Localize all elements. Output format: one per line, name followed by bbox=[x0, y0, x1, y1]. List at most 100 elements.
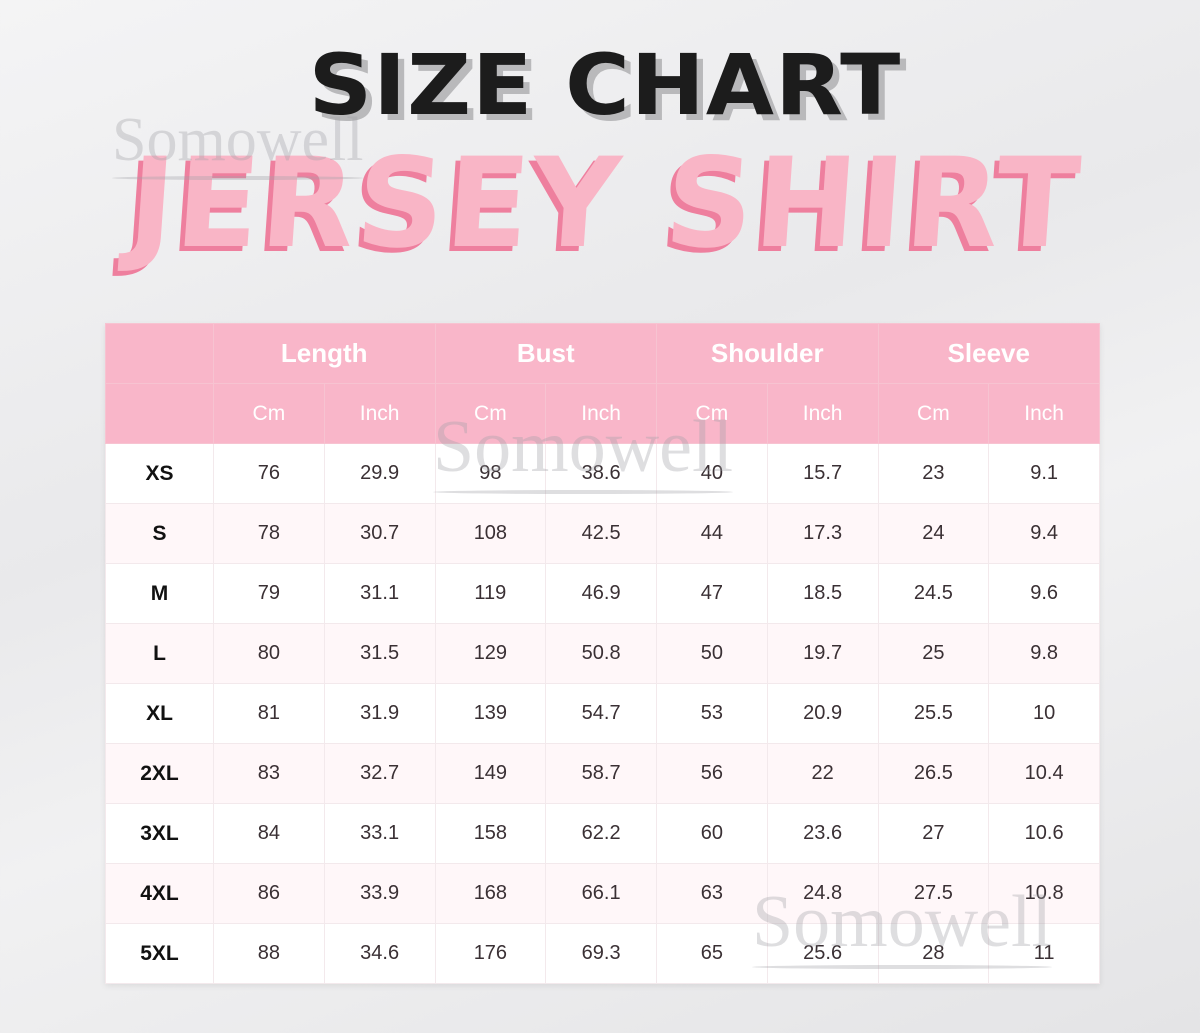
measurement-cell: 31.9 bbox=[323, 683, 436, 744]
size-label: S bbox=[105, 503, 214, 564]
measurement-cell: 54.7 bbox=[545, 683, 657, 744]
table-row: 2XL 83 32.7 149 58.7 56 22 26.5 10.4 bbox=[105, 743, 1100, 804]
measurement-cell: 18.5 bbox=[766, 563, 879, 624]
measurement-cell: 25 bbox=[877, 623, 990, 684]
measurement-cell: 50.8 bbox=[545, 623, 657, 684]
measurement-cell: 24.8 bbox=[766, 863, 879, 924]
measurement-cell: 42.5 bbox=[545, 503, 657, 564]
unit-header: Inch bbox=[545, 383, 657, 444]
measurement-cell: 10.8 bbox=[988, 863, 1100, 924]
measurement-cell: 22 bbox=[766, 743, 879, 804]
measurement-cell: 83 bbox=[213, 743, 325, 804]
measurement-cell: 38.6 bbox=[545, 443, 657, 504]
measurement-cell: 9.1 bbox=[988, 443, 1100, 504]
size-label: 4XL bbox=[105, 863, 214, 924]
size-label: XS bbox=[105, 443, 214, 504]
measurement-cell: 176 bbox=[434, 923, 547, 984]
measurement-cell: 27.5 bbox=[877, 863, 990, 924]
table-row: 4XL 86 33.9 168 66.1 63 24.8 27.5 10.8 bbox=[105, 863, 1100, 924]
measurement-cell: 23.6 bbox=[766, 803, 879, 864]
measurement-cell: 30.7 bbox=[323, 503, 436, 564]
unit-header: Cm bbox=[213, 383, 325, 444]
measurement-cell: 76 bbox=[213, 443, 325, 504]
measurement-cell: 25.6 bbox=[766, 923, 879, 984]
measurement-cell: 60 bbox=[656, 803, 768, 864]
measurement-cell: 10 bbox=[988, 683, 1100, 744]
measurement-cell: 168 bbox=[434, 863, 547, 924]
measurement-cell: 11 bbox=[988, 923, 1100, 984]
measurement-cell: 10.6 bbox=[988, 803, 1100, 864]
measurement-cell: 27 bbox=[877, 803, 990, 864]
measurement-cell: 79 bbox=[213, 563, 325, 624]
measurement-cell: 53 bbox=[656, 683, 768, 744]
measurement-cell: 44 bbox=[656, 503, 768, 564]
size-label: L bbox=[105, 623, 214, 684]
measurement-cell: 66.1 bbox=[545, 863, 657, 924]
measurement-cell: 47 bbox=[656, 563, 768, 624]
table-row: XS 76 29.9 98 38.6 40 15.7 23 9.1 bbox=[105, 443, 1100, 504]
unit-header: Inch bbox=[766, 383, 879, 444]
group-header: Length bbox=[213, 323, 436, 384]
measurement-cell: 50 bbox=[656, 623, 768, 684]
unit-header: Cm bbox=[434, 383, 547, 444]
measurement-cell: 62.2 bbox=[545, 803, 657, 864]
measurement-cell: 149 bbox=[434, 743, 547, 804]
group-header: Shoulder bbox=[656, 323, 879, 384]
measurement-cell: 26.5 bbox=[877, 743, 990, 804]
measurement-cell: 28 bbox=[877, 923, 990, 984]
measurement-cell: 32.7 bbox=[323, 743, 436, 804]
measurement-cell: 78 bbox=[213, 503, 325, 564]
subtitle: JERSEY SHIRT bbox=[124, 132, 1086, 276]
group-header-row: Length Bust Shoulder Sleeve bbox=[105, 323, 1100, 384]
measurement-cell: 56 bbox=[656, 743, 768, 804]
measurement-cell: 19.7 bbox=[766, 623, 879, 684]
measurement-cell: 9.8 bbox=[988, 623, 1100, 684]
measurement-cell: 81 bbox=[213, 683, 325, 744]
size-table: Length Bust Shoulder Sleeve Cm Inch Cm I… bbox=[105, 323, 1100, 984]
size-label: 2XL bbox=[105, 743, 214, 804]
measurement-cell: 25.5 bbox=[877, 683, 990, 744]
table-row: XL 81 31.9 139 54.7 53 20.9 25.5 10 bbox=[105, 683, 1100, 744]
measurement-cell: 24 bbox=[877, 503, 990, 564]
measurement-cell: 129 bbox=[434, 623, 547, 684]
table-row: L 80 31.5 129 50.8 50 19.7 25 9.8 bbox=[105, 623, 1100, 684]
unit-header: Cm bbox=[656, 383, 768, 444]
measurement-cell: 119 bbox=[434, 563, 547, 624]
measurement-cell: 86 bbox=[213, 863, 325, 924]
unit-header: Inch bbox=[988, 383, 1100, 444]
measurement-cell: 33.1 bbox=[323, 803, 436, 864]
measurement-cell: 98 bbox=[434, 443, 547, 504]
group-header: Bust bbox=[434, 323, 657, 384]
unit-header-row: Cm Inch Cm Inch Cm Inch Cm Inch bbox=[105, 383, 1100, 444]
measurement-cell: 31.1 bbox=[323, 563, 436, 624]
measurement-cell: 34.6 bbox=[323, 923, 436, 984]
measurement-cell: 63 bbox=[656, 863, 768, 924]
measurement-cell: 46.9 bbox=[545, 563, 657, 624]
measurement-cell: 20.9 bbox=[766, 683, 879, 744]
measurement-cell: 17.3 bbox=[766, 503, 879, 564]
measurement-cell: 108 bbox=[434, 503, 547, 564]
group-header: Sleeve bbox=[877, 323, 1100, 384]
measurement-cell: 33.9 bbox=[323, 863, 436, 924]
title: SIZE CHART bbox=[308, 36, 902, 134]
measurement-cell: 88 bbox=[213, 923, 325, 984]
measurement-cell: 23 bbox=[877, 443, 990, 504]
measurement-cell: 31.5 bbox=[323, 623, 436, 684]
unit-header: Inch bbox=[323, 383, 436, 444]
measurement-cell: 10.4 bbox=[988, 743, 1100, 804]
unit-header: Cm bbox=[877, 383, 990, 444]
measurement-cell: 40 bbox=[656, 443, 768, 504]
corner-cell bbox=[105, 383, 214, 444]
measurement-cell: 29.9 bbox=[323, 443, 436, 504]
measurement-cell: 139 bbox=[434, 683, 547, 744]
size-label: XL bbox=[105, 683, 214, 744]
corner-cell bbox=[105, 323, 214, 384]
measurement-cell: 80 bbox=[213, 623, 325, 684]
table-row: S 78 30.7 108 42.5 44 17.3 24 9.4 bbox=[105, 503, 1100, 564]
measurement-cell: 84 bbox=[213, 803, 325, 864]
measurement-cell: 158 bbox=[434, 803, 547, 864]
size-label: M bbox=[105, 563, 214, 624]
measurement-cell: 15.7 bbox=[766, 443, 879, 504]
measurement-cell: 24.5 bbox=[877, 563, 990, 624]
measurement-cell: 58.7 bbox=[545, 743, 657, 804]
